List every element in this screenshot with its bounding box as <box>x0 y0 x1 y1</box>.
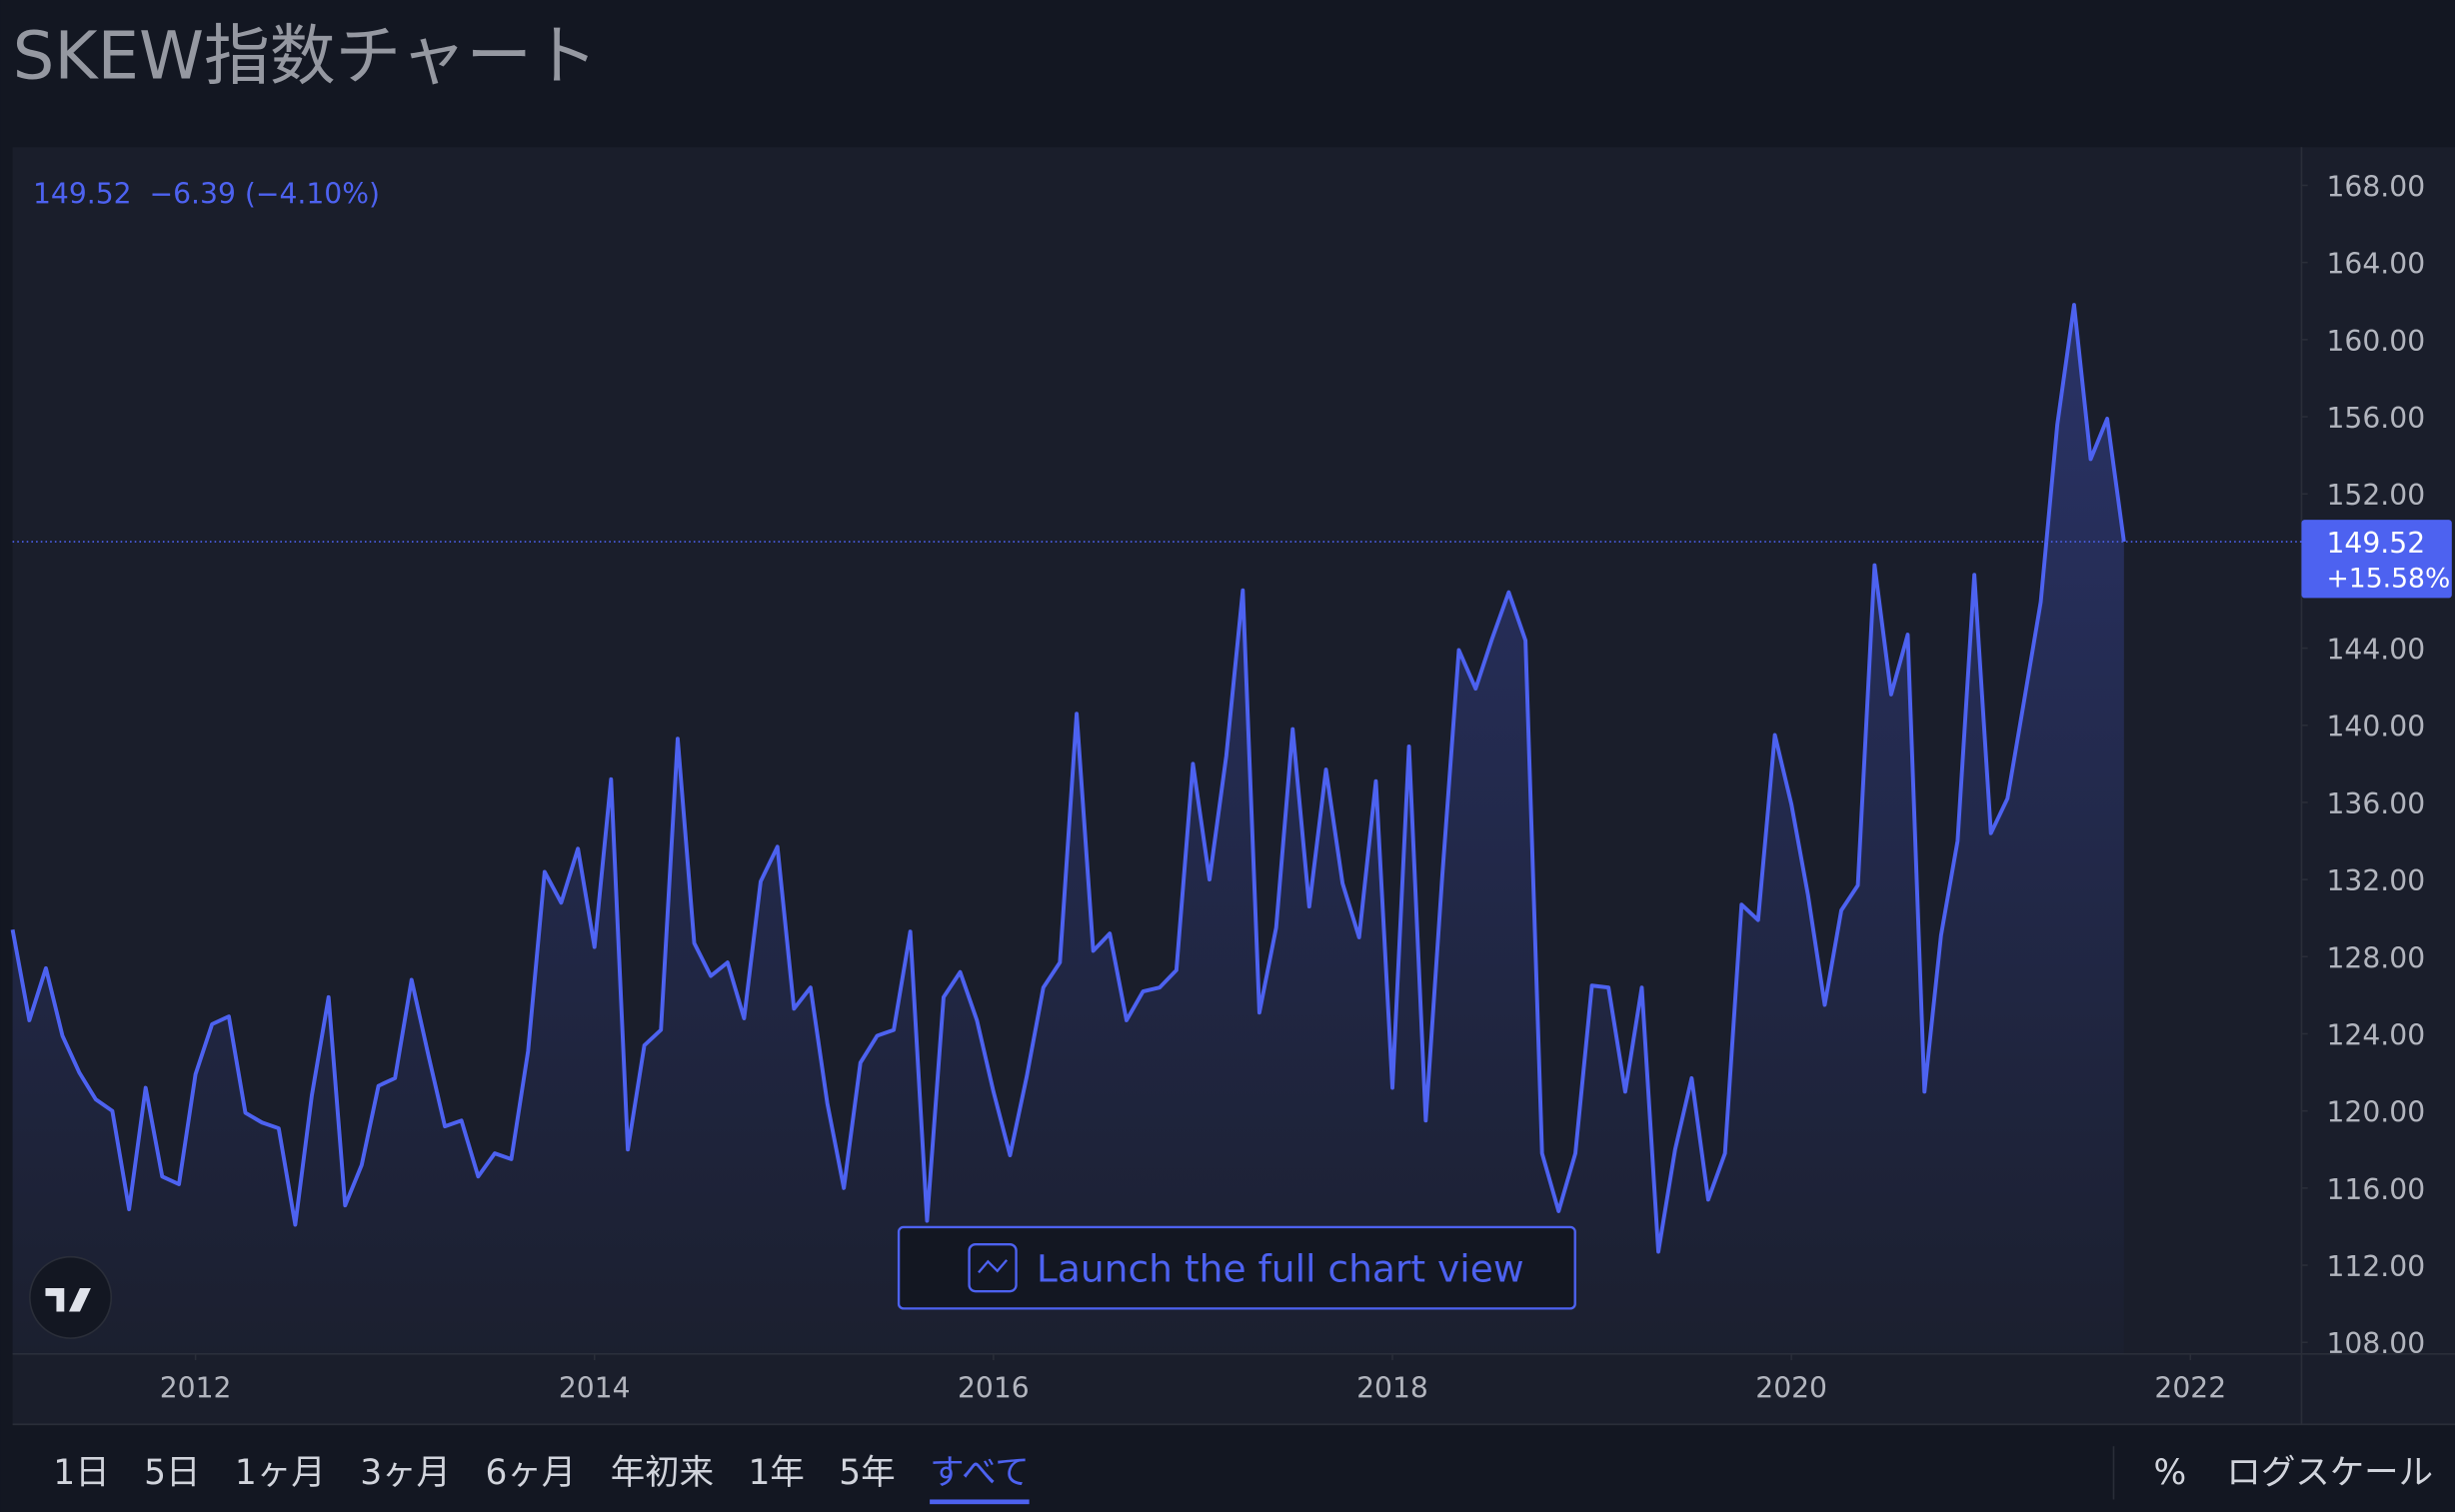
logo-mark <box>45 1288 91 1312</box>
plot: 108.00 112.00 116.00 120.00 124.00 128.00 132.… <box>10 170 2452 1405</box>
launch-button[interactable]: Launch the full chart view <box>897 1225 1576 1310</box>
y-tick-label: 164.00 <box>2327 248 2426 281</box>
y-tick-label: 116.00 <box>2327 1173 2426 1206</box>
area-fill <box>12 305 2124 1354</box>
x-tick-label: 2022 <box>2154 1372 2226 1405</box>
range-button[interactable]: 1年 <box>748 1453 804 1493</box>
range-button[interactable]: 3ヶ月 <box>360 1453 451 1493</box>
y-tick-label: 144.00 <box>2327 634 2426 667</box>
button-frame[interactable] <box>897 1225 1576 1310</box>
y-tick-label: 108.00 <box>2327 1327 2426 1360</box>
last-price-value: 149.52 <box>2327 527 2426 560</box>
logo <box>29 1255 113 1339</box>
range-button[interactable]: 5日 <box>144 1453 200 1493</box>
active-underline <box>930 1499 1030 1505</box>
y-tick-label: 128.00 <box>2327 941 2426 974</box>
x-tick-label: 2020 <box>1755 1372 1827 1405</box>
toolbar: 1日 5日 1ヶ月 3ヶ月 6ヶ月 年初来 1年 5年 すべて <box>53 1453 1030 1505</box>
y-tick-label: 168.00 <box>2327 170 2426 203</box>
y-tick-label: 112.00 <box>2327 1250 2426 1283</box>
x-tick-label: 2014 <box>559 1372 631 1405</box>
x-tick-label: 2018 <box>1356 1372 1428 1405</box>
range-button[interactable]: 年初来 <box>611 1453 714 1493</box>
log-scale-toggle[interactable]: ログスケール <box>2226 1453 2433 1493</box>
range-button[interactable]: 5年 <box>839 1453 895 1493</box>
range-button[interactable]: 1日 <box>53 1453 109 1493</box>
button-icon <box>968 1242 1018 1293</box>
last-price-tag <box>2301 520 2452 599</box>
y-tick-label: 136.00 <box>2327 787 2426 820</box>
y-tick-label: 156.00 <box>2327 402 2426 435</box>
y-tick-label: 132.00 <box>2327 864 2426 897</box>
legend-values: 149.52 −6.39 (−4.10%) <box>33 178 380 211</box>
percent-toggle[interactable]: % <box>2154 1453 2187 1493</box>
range-button[interactable]: 1ヶ月 <box>235 1453 326 1493</box>
x-tick-label: 2016 <box>958 1372 1030 1405</box>
logo-circle <box>29 1255 113 1339</box>
y-tick-label: 124.00 <box>2327 1018 2426 1051</box>
range-button[interactable]: すべて <box>930 1453 1030 1493</box>
button-label[interactable]: Launch the full chart view <box>1037 1247 1524 1291</box>
page-title: SKEW指数チャート <box>13 17 598 94</box>
y-tick-label: 140.00 <box>2327 711 2426 744</box>
x-tick-label: 2012 <box>160 1372 232 1405</box>
y-tick-label: 120.00 <box>2327 1096 2426 1129</box>
series-line <box>10 303 2126 1254</box>
y-tick-label: 152.00 <box>2327 479 2426 512</box>
button-icon-line <box>978 1259 1009 1274</box>
y-tick-label: 160.00 <box>2327 325 2426 358</box>
range-button[interactable]: 6ヶ月 <box>485 1453 576 1493</box>
last-price-change: +15.58% <box>2327 563 2451 594</box>
